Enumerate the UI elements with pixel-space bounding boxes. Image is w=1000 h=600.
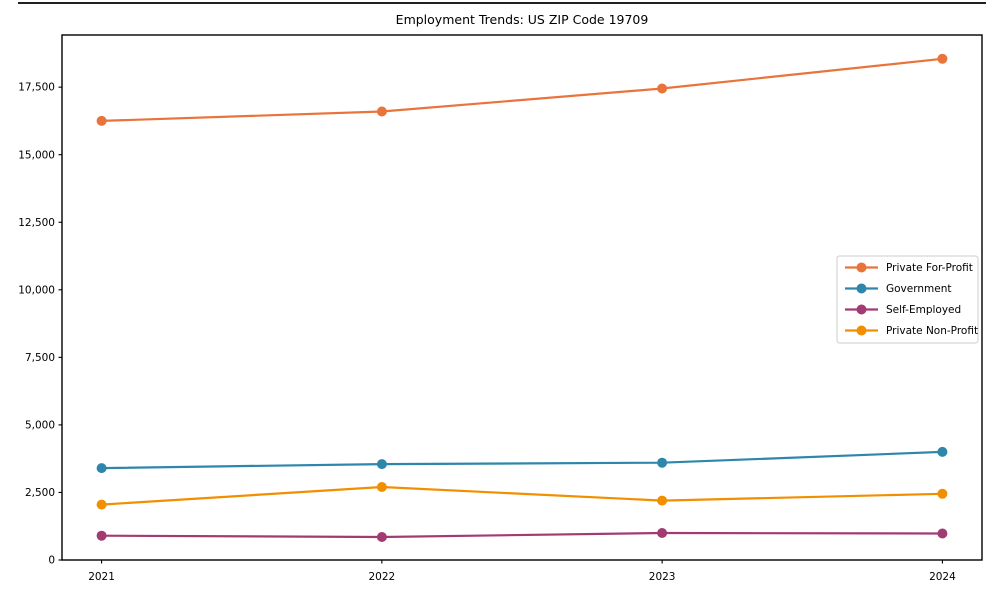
- series-line-government: [100, 450, 944, 470]
- data-point-private-for-profit: [657, 83, 668, 94]
- legend-marker-private-non-profit: [856, 325, 867, 336]
- legend-label-private-non-profit: Private Non-Profit: [886, 325, 978, 337]
- data-point-government: [657, 457, 668, 468]
- series-line-private-for-profit: [100, 57, 944, 123]
- data-point-government: [376, 459, 387, 470]
- data-point-private-non-profit: [937, 488, 948, 499]
- y-axis-tick-label: 15,000: [18, 149, 55, 161]
- plot-area: 0 2,500 5,000 7,500 10,000 12,500 15,000 17,500…: [18, 34, 983, 583]
- data-point-self-employed: [657, 528, 668, 538]
- plot-border: [61, 34, 983, 561]
- y-axis-tick-label: 12,500: [18, 217, 55, 229]
- legend-label-self-employed: Self-Employed: [886, 304, 961, 316]
- chart-title: Employment Trends: US ZIP Code 19709: [396, 12, 649, 27]
- y-axis-tick-label: 17,500: [18, 82, 55, 94]
- legend-label-private-for-profit: Private For-Profit: [886, 262, 973, 274]
- y-axis-tick-label: 5,000: [25, 419, 55, 431]
- data-point-self-employed: [96, 530, 107, 541]
- data-point-private-non-profit: [96, 499, 107, 510]
- legend-marker-private-for-profit: [856, 262, 867, 273]
- data-point-private-for-profit: [376, 106, 387, 117]
- legend-label-government: Government: [886, 283, 951, 295]
- data-point-private-for-profit: [96, 115, 107, 126]
- x-axis-tick-label: 2022: [368, 571, 395, 583]
- legend-marker-government: [856, 283, 867, 294]
- y-axis-tick-label: 0: [48, 555, 55, 567]
- data-point-private-non-profit: [376, 482, 387, 492]
- series-line-private-non-profit: [100, 485, 944, 506]
- series-line-self-employed: [100, 531, 944, 539]
- data-point-self-employed: [937, 528, 948, 539]
- legend-box: [836, 255, 979, 344]
- data-point-self-employed: [376, 532, 387, 542]
- data-point-government: [96, 463, 107, 474]
- data-point-government: [937, 446, 948, 457]
- x-axis-tick-label: 2024: [929, 571, 956, 583]
- y-axis-tick-label: 2,500: [25, 487, 55, 499]
- y-axis-tick-label: 7,500: [25, 352, 55, 364]
- y-axis-tick-label: 10,000: [18, 284, 55, 296]
- data-point-private-for-profit: [937, 53, 948, 64]
- x-axis-tick-label: 2023: [649, 571, 676, 583]
- legend-marker-self-employed: [856, 304, 867, 315]
- x-axis-tick-label: 2021: [88, 571, 115, 583]
- data-point-private-non-profit: [657, 495, 668, 506]
